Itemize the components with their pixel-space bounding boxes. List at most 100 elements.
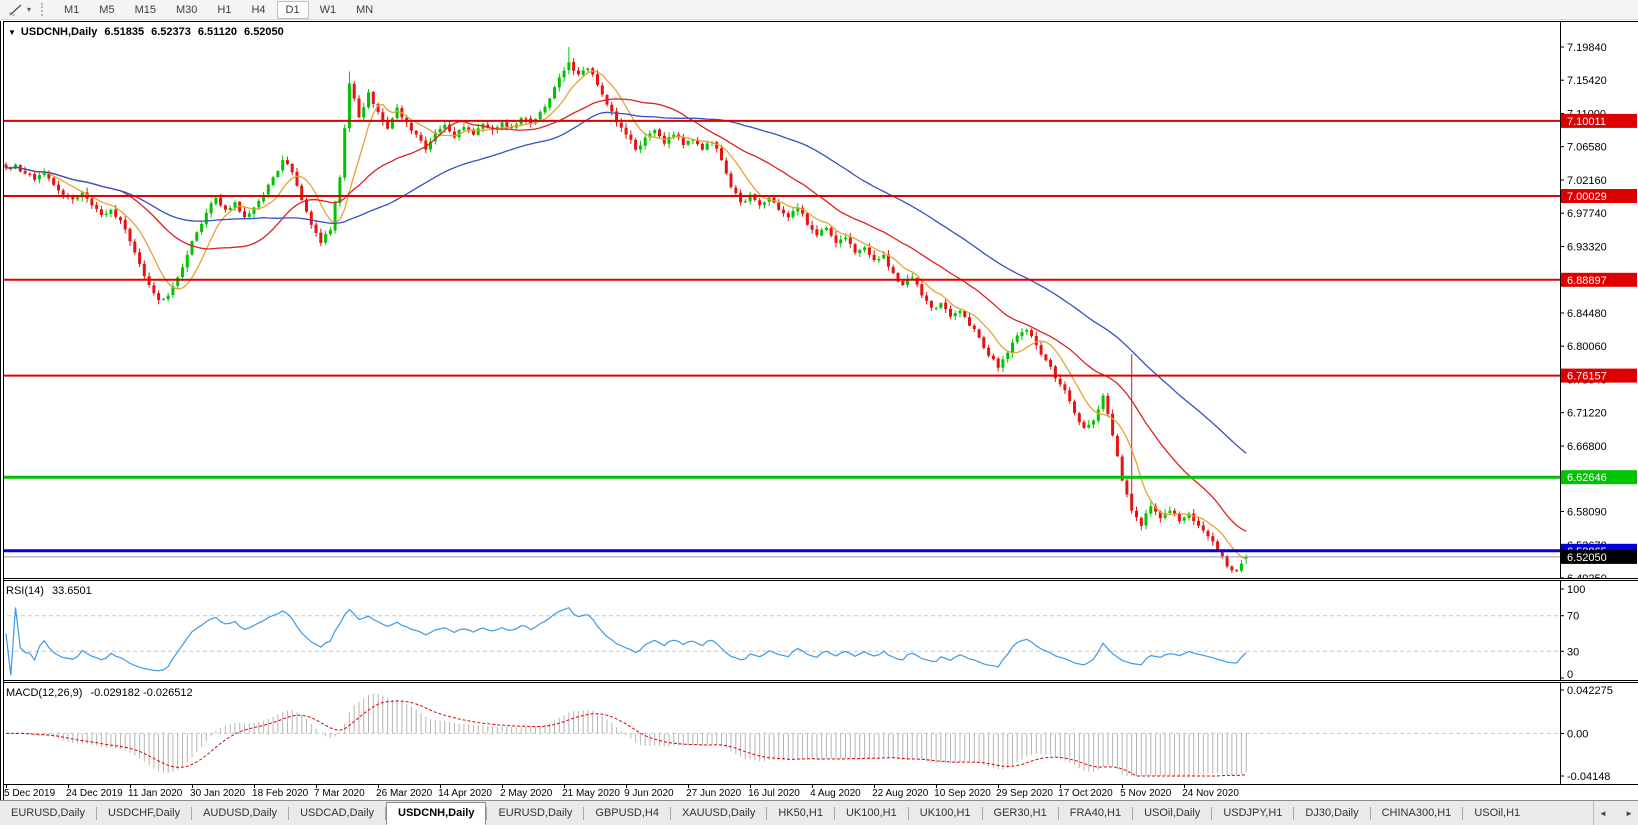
svg-text:6.66800: 6.66800 [1567,441,1607,453]
tab-usdchf-daily[interactable]: USDCHF,Daily [107,806,181,819]
chart-tab-list: EURUSD,Daily USDCHF,Daily AUDUSD,Daily USDC… [0,801,1593,825]
tab-fra40-h1[interactable]: FRA40,H1 [1069,806,1122,819]
date-label: 4 Aug 2020 [810,788,861,799]
date-tick [936,785,938,788]
tab-usdcnh-daily[interactable]: USDCNH,Daily [386,801,487,825]
svg-text:6.52050: 6.52050 [1567,552,1607,564]
tab-scroll-right-icon[interactable]: ► [1625,808,1633,818]
tab-separator [385,806,387,820]
date-axis[interactable]: 5 Dec 2019 24 Dec 2019 11 Jan 2020 30 Jan 2… [0,784,1638,800]
date-label: 16 Jul 2020 [748,788,800,799]
rsi-canvas[interactable]: 100 70 30 0 [0,581,1638,680]
date-label: 24 Dec 2019 [66,788,123,799]
date-label: 17 Oct 2020 [1058,788,1113,799]
tab-separator [907,806,909,820]
tab-usdjpy-h1[interactable]: USDJPY,H1 [1223,806,1283,819]
date-label: 10 Sep 2020 [934,788,991,799]
timeframe-button-h1[interactable]: H1 [217,3,232,16]
timeframe-button-m1[interactable]: M1 [64,3,80,16]
chart-window-top-border [0,21,1638,22]
svg-text:-0.04148: -0.04148 [1567,771,1610,783]
date-tick [626,785,628,788]
svg-text:7.06580: 7.06580 [1567,142,1607,154]
svg-text:7.19840: 7.19840 [1567,42,1607,54]
chevron-down-icon[interactable]: ▾ [27,4,32,14]
date-label: 14 Apr 2020 [438,788,492,799]
date-tick [440,785,442,788]
tab-separator [1462,806,1464,820]
date-label: 11 Jan 2020 [128,788,183,799]
main-price-canvas[interactable]: 7.198407.154207.110007.065807.021606.977… [0,21,1638,578]
date-tick [378,785,380,788]
chart-tab-bar: EURUSD,Daily USDCHF,Daily AUDUSD,Daily USDC… [0,800,1638,825]
tab-dj30-daily[interactable]: DJ30,Daily [1305,806,1359,819]
date-label: 22 Aug 2020 [872,788,929,799]
macd-values: -0.029182 -0.026512 [90,687,193,699]
date-tick [68,785,69,788]
timeframe-button-m15[interactable]: M15 [134,3,156,16]
timeframe-button-group: M1 M5 M15 M30 H1 H4 D1 W1 MN [55,0,382,19]
rsi-label-row: RSI(14) 33.6501 [6,585,97,597]
tab-usoil-h1[interactable]: USOil,H1 [1474,806,1521,819]
tab-eurusd-daily[interactable]: EURUSD,Daily [11,806,85,819]
rsi-value: 33.6501 [51,585,92,597]
timeframe-button-mn[interactable]: MN [356,3,374,16]
macd-canvas[interactable]: 0.042275 0.00 -0.04148 [0,683,1638,784]
panel-separator[interactable] [0,578,1638,581]
svg-text:6.93320: 6.93320 [1567,242,1607,254]
quote-open: 6.51835 [104,26,145,38]
toolbar-grip[interactable] [41,3,47,16]
tab-xauusd-daily[interactable]: XAUUSD,Daily [681,806,756,819]
svg-text:7.15420: 7.15420 [1567,75,1607,87]
date-tick [316,785,318,788]
tab-usdcad-daily[interactable]: USDCAD,Daily [300,806,375,819]
date-label: 30 Jan 2020 [190,788,246,799]
tab-ger30-h1[interactable]: GER30,H1 [993,806,1047,819]
svg-text:6.80060: 6.80060 [1567,341,1607,353]
date-label: 7 Mar 2020 [314,788,365,799]
macd-panel: 0.042275 0.00 -0.04148 MACD(12,26,9) -0.02… [0,683,1638,784]
tab-hk50-h1[interactable]: HK50,H1 [778,806,823,819]
svg-text:0.00: 0.00 [1567,728,1588,740]
tab-separator [95,806,97,820]
tab-uk100-h1[interactable]: UK100,H1 [845,806,897,819]
svg-text:6.58090: 6.58090 [1567,507,1607,519]
tab-audusd-daily[interactable]: AUDUSD,Daily [203,806,278,819]
main-chart-panel: 7.198407.154207.110007.065807.021606.977… [0,21,1638,578]
timeframe-button-m5[interactable]: M5 [99,3,115,16]
svg-text:6.88897: 6.88897 [1567,275,1607,287]
date-label: 29 Sep 2020 [996,788,1053,799]
date-label: 5 Nov 2020 [1120,788,1172,799]
svg-text:6.76157: 6.76157 [1567,371,1607,383]
quote-low: 6.51120 [197,26,238,38]
tab-separator [1369,806,1371,820]
date-label: 27 Jun 2020 [686,788,742,799]
tab-separator [583,806,585,820]
date-tick [874,785,876,788]
rsi-indicator-label: RSI(14) [6,585,44,597]
tab-usoil-daily[interactable]: USOil,Daily [1144,806,1201,819]
tab-eurusd-daily[interactable]: EURUSD,Daily [498,806,573,819]
timeframe-button-m30[interactable]: M30 [175,3,198,16]
tab-separator [766,806,768,820]
date-tick [254,785,256,788]
timeframe-button-h4[interactable]: H4 [251,3,266,16]
top-toolbar: ▾ M1 M5 M15 M30 H1 H4 D1 W1 MN [0,0,1638,20]
tab-separator [1132,806,1134,820]
svg-text:6.62646: 6.62646 [1567,472,1607,484]
tab-china300-h1[interactable]: CHINA300,H1 [1381,806,1452,819]
tab-gbpusd-h4[interactable]: GBPUSD,H4 [595,806,659,819]
panel-separator[interactable] [0,680,1638,683]
date-label: 5 Dec 2019 [4,788,56,799]
collapse-triangle-icon[interactable]: ▼ [8,27,16,37]
timeframe-button-d1[interactable]: D1 [276,0,309,19]
tab-uk100-h1[interactable]: UK100,H1 [919,806,971,819]
date-label: 2 May 2020 [500,788,553,799]
trendline-tool-button[interactable]: ▾ [4,2,35,18]
tab-separator [1211,806,1213,820]
macd-label-row: MACD(12,26,9) -0.029182 -0.026512 [6,687,198,699]
timeframe-button-w1[interactable]: W1 [319,3,337,16]
tab-scroll-left-icon[interactable]: ◄ [1599,808,1607,818]
date-tick [688,785,690,788]
tab-separator [1293,806,1295,820]
